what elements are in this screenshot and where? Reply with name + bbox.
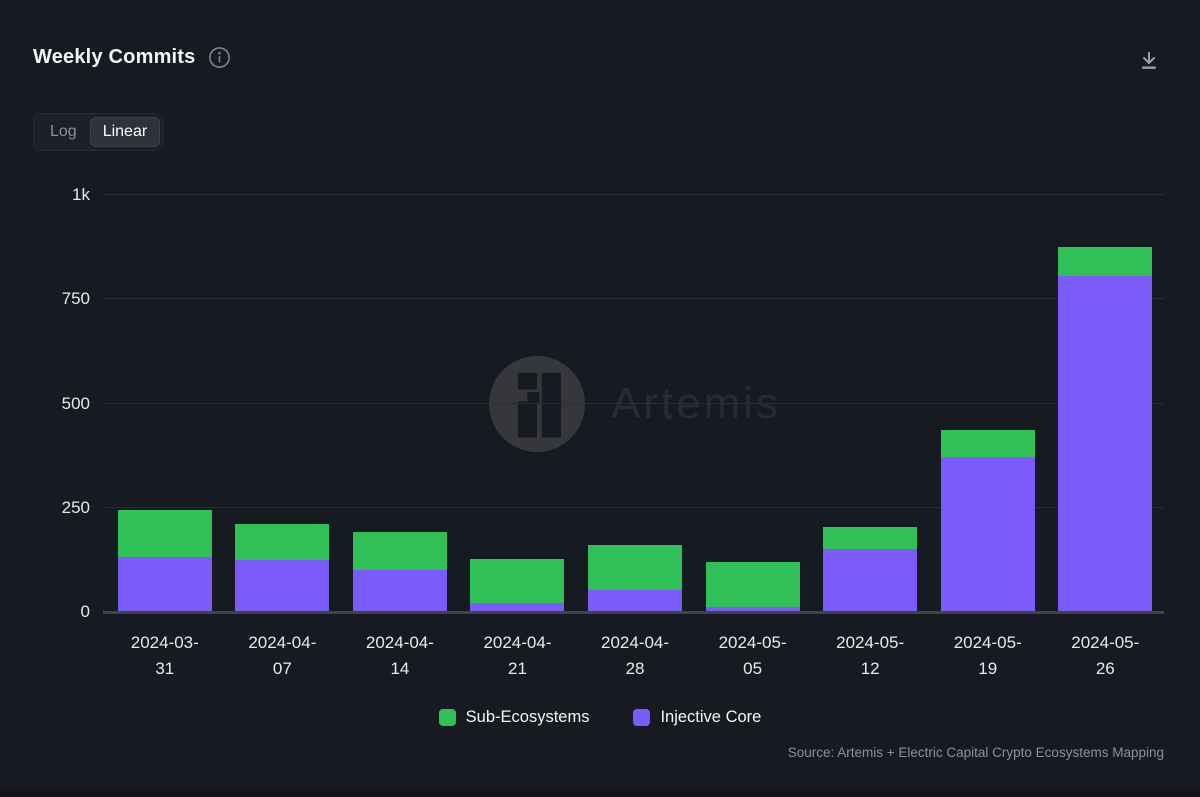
x-axis-label-2024-04-28: 2024-04- 28 (601, 633, 670, 678)
legend-swatch (438, 709, 456, 726)
bottom-divider (0, 788, 1200, 797)
bar-slot (811, 195, 929, 612)
bar-2024-05-05[interactable] (705, 195, 800, 612)
x-axis: 2024-03- 31 2024-04- 07 2024-04- 14 2024-04- 21… (106, 630, 1164, 682)
legend-item-sub-ecosystems[interactable]: Sub-Ecosystems (438, 708, 590, 727)
bar-segment-sub-ecosystems[interactable] (940, 429, 1035, 457)
bar-2024-04-14[interactable] (352, 195, 447, 612)
bar-segment-injective-core[interactable] (352, 570, 447, 612)
bar-segment-sub-ecosystems[interactable] (588, 545, 683, 591)
x-axis-label-2024-05-05: 2024-05- 05 (718, 633, 787, 678)
bar-slot (694, 195, 812, 612)
bar-2024-04-07[interactable] (235, 195, 330, 612)
bar-slot (106, 195, 224, 612)
bar-segment-injective-core[interactable] (940, 456, 1035, 612)
download-icon[interactable] (1136, 48, 1162, 74)
legend-item-injective-core[interactable]: Injective Core (633, 708, 761, 727)
x-axis-label-2024-03-31: 2024-03- 31 (130, 633, 199, 678)
bar-segment-injective-core[interactable] (470, 603, 565, 612)
info-icon[interactable] (208, 46, 231, 69)
x-axis-line (103, 611, 1164, 614)
bar-segment-sub-ecosystems[interactable] (823, 526, 918, 549)
x-axis-label-2024-04-07: 2024-04- 07 (248, 633, 317, 678)
bar-2024-04-21[interactable] (470, 195, 565, 612)
x-axis-label-2024-04-21: 2024-04- 21 (483, 633, 552, 678)
legend: Sub-Ecosystems Injective Core (0, 708, 1200, 727)
gridline-250 (103, 506, 1164, 508)
bar-segment-injective-core[interactable] (588, 590, 683, 612)
page-title: Weekly Commits (33, 46, 196, 68)
chart-header: Weekly Commits (33, 46, 231, 69)
bar-segment-injective-core[interactable] (235, 560, 330, 612)
plot-area (103, 194, 1164, 614)
bar-segment-injective-core[interactable] (1058, 276, 1153, 612)
bar-2024-05-19[interactable] (940, 195, 1035, 612)
bar-segment-sub-ecosystems[interactable] (117, 509, 212, 557)
bar-2024-03-31[interactable] (117, 195, 212, 612)
y-tick-label-250: 250 (61, 497, 90, 517)
bar-segment-sub-ecosystems[interactable] (705, 561, 800, 608)
bar-slot (341, 195, 459, 612)
bar-slot (576, 195, 694, 612)
y-axis: 0 250 500 750 1k (0, 185, 90, 621)
bar-2024-05-26[interactable] (1058, 195, 1153, 612)
gridline-1k (103, 194, 1164, 195)
bar-segment-sub-ecosystems[interactable] (352, 531, 447, 571)
gridline-750 (103, 298, 1164, 300)
y-tick-label-1k: 1k (72, 185, 90, 204)
bar-2024-05-12[interactable] (823, 195, 918, 612)
gridline-500 (103, 402, 1164, 404)
bar-2024-04-28[interactable] (588, 195, 683, 612)
x-axis-label-2024-04-14: 2024-04- 14 (365, 633, 434, 678)
bars-container (106, 195, 1164, 612)
bar-segment-injective-core[interactable] (705, 607, 800, 612)
scale-toggle: Log Linear (33, 113, 165, 151)
y-tick-label-750: 750 (61, 289, 90, 309)
bar-slot (224, 195, 342, 612)
bar-segment-sub-ecosystems[interactable] (235, 524, 330, 561)
legend-swatch (633, 709, 651, 726)
y-tick-label-500: 500 (61, 393, 90, 413)
bar-slot (929, 195, 1047, 612)
bar-slot (1047, 195, 1165, 612)
legend-label: Sub-Ecosystems (465, 708, 590, 726)
bar-slot (459, 195, 577, 612)
bar-segment-sub-ecosystems[interactable] (470, 559, 565, 604)
bar-segment-sub-ecosystems[interactable] (1058, 247, 1153, 277)
x-axis-label-2024-05-12: 2024-05- 12 (836, 633, 905, 678)
y-tick-label-0: 0 (80, 602, 90, 621)
bar-segment-injective-core[interactable] (117, 556, 212, 612)
toggle-option-linear[interactable]: Linear (89, 117, 161, 147)
bar-segment-injective-core[interactable] (823, 548, 918, 612)
source-attribution: Source: Artemis + Electric Capital Crypt… (787, 745, 1164, 760)
toggle-option-log[interactable]: Log (50, 123, 77, 140)
x-axis-label-2024-05-26: 2024-05- 26 (1071, 633, 1140, 678)
legend-label: Injective Core (660, 708, 762, 726)
x-axis-label-2024-05-19: 2024-05- 19 (953, 633, 1022, 678)
